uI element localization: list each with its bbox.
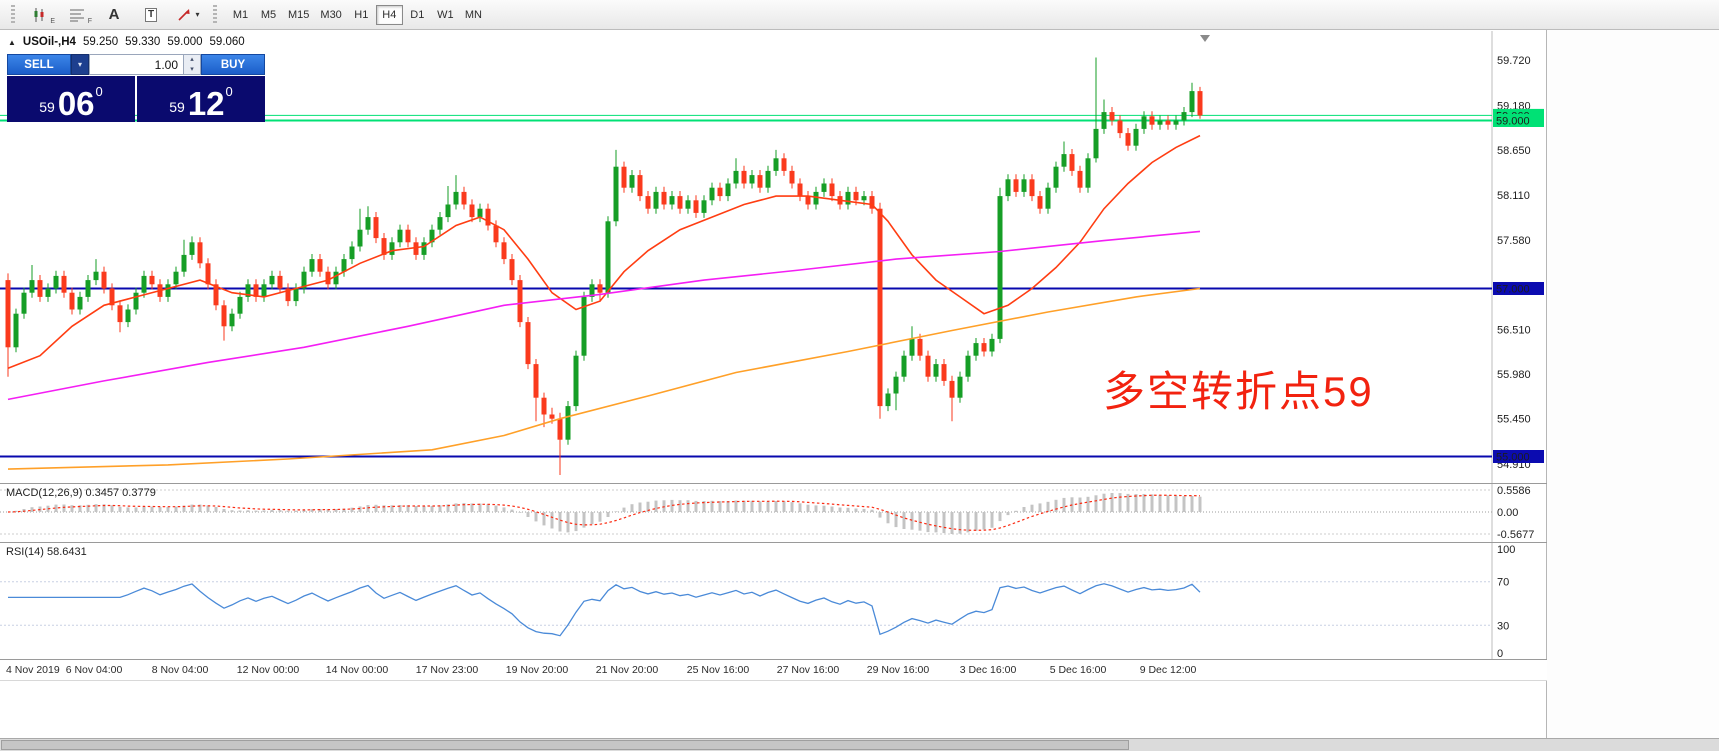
scrollbar-thumb[interactable] bbox=[1, 740, 1129, 750]
rsi-label: RSI(14) 58.6431 bbox=[6, 546, 87, 558]
sell-price-sup: 0 bbox=[95, 84, 103, 99]
one-click-trading-panel: SELL ▾ 1.00 ▴ ▾ BUY 59 06 0 59 12 0 bbox=[7, 54, 265, 122]
svg-text:100: 100 bbox=[1497, 544, 1515, 556]
timeframe-M15[interactable]: M15 bbox=[283, 5, 314, 25]
fibonacci-tool-sub: F bbox=[87, 17, 92, 25]
ohlc-close: 59.060 bbox=[209, 36, 245, 48]
sell-price-display[interactable]: 59 06 0 bbox=[7, 76, 135, 122]
rsi-canvas[interactable]: 100 70 30 0 bbox=[0, 542, 1547, 659]
timeframe-M1[interactable]: M1 bbox=[227, 5, 254, 25]
timeframe-H1[interactable]: H1 bbox=[348, 5, 375, 25]
time-axis-label: 12 Nov 00:00 bbox=[236, 664, 300, 676]
sell-price-big: 06 bbox=[57, 84, 95, 122]
time-axis-label: 27 Nov 16:00 bbox=[776, 664, 840, 676]
ohlc-low: 59.000 bbox=[167, 36, 203, 48]
buy-button[interactable]: BUY bbox=[201, 54, 265, 75]
collapse-icon[interactable]: ▲ bbox=[8, 37, 16, 47]
svg-text:30: 30 bbox=[1497, 620, 1509, 632]
svg-text:0.5586: 0.5586 bbox=[1497, 485, 1531, 497]
timeframe-W1[interactable]: W1 bbox=[432, 5, 459, 25]
ohlc-high: 59.330 bbox=[125, 36, 161, 48]
text-tool-button[interactable]: A bbox=[97, 3, 131, 27]
volume-decrease-button[interactable]: ▾ bbox=[184, 64, 200, 74]
svg-text:55.000: 55.000 bbox=[1496, 452, 1530, 464]
svg-text:55.450: 55.450 bbox=[1497, 414, 1531, 426]
buy-price-head: 59 bbox=[169, 99, 185, 115]
candles-tool-sub: E bbox=[50, 17, 55, 25]
chart-window: 59.720 59.180 58.650 58.110 57.580 56.510 55.9… bbox=[0, 30, 1547, 738]
volume-dropdown-button[interactable]: ▾ bbox=[71, 54, 90, 75]
arrow-tool-caret-icon: ▾ bbox=[195, 10, 200, 19]
time-axis-label: 29 Nov 16:00 bbox=[866, 664, 930, 676]
volume-input[interactable]: 1.00 bbox=[89, 54, 184, 75]
volume-increase-button[interactable]: ▴ bbox=[184, 55, 200, 65]
volume-spinner: ▴ ▾ bbox=[184, 54, 201, 75]
timeframe-H4[interactable]: H4 bbox=[375, 4, 403, 25]
workspace-right-area bbox=[1547, 30, 1719, 738]
text-label-tool-button[interactable]: T bbox=[134, 3, 168, 27]
timeframe-M5[interactable]: M5 bbox=[255, 5, 282, 25]
svg-text:57.000: 57.000 bbox=[1496, 284, 1530, 296]
time-axis-label: 17 Nov 23:00 bbox=[415, 664, 479, 676]
ohlc-open: 59.250 bbox=[82, 36, 119, 48]
candles-tool-button[interactable]: E bbox=[23, 3, 57, 27]
sell-button[interactable]: SELL bbox=[7, 54, 71, 75]
candles-tool-icon bbox=[34, 7, 44, 22]
macd-label: MACD(12,26,9) 0.3457 0.3779 bbox=[6, 487, 156, 499]
svg-text:58.110: 58.110 bbox=[1497, 190, 1530, 202]
arrow-tool-icon bbox=[178, 8, 191, 21]
time-axis-label: 9 Dec 12:00 bbox=[1139, 664, 1197, 676]
timeframe-M30[interactable]: M30 bbox=[315, 5, 346, 25]
time-axis-label: 5 Dec 16:00 bbox=[1049, 664, 1107, 676]
time-axis-label: 8 Nov 04:00 bbox=[151, 664, 209, 676]
svg-text:56.510: 56.510 bbox=[1497, 325, 1531, 337]
sell-price-head: 59 bbox=[39, 99, 55, 115]
time-axis-label: 19 Nov 20:00 bbox=[505, 664, 569, 676]
toolbar-grip[interactable] bbox=[11, 4, 15, 25]
svg-text:0: 0 bbox=[1497, 648, 1503, 659]
buy-price-sup: 0 bbox=[225, 84, 233, 99]
toolbar-grip-2[interactable] bbox=[213, 4, 217, 25]
macd-canvas[interactable]: 0.5586 0.00 -0.5677 bbox=[0, 483, 1547, 542]
symbol-label: USOil-,H4 bbox=[22, 36, 76, 48]
buy-price-big: 12 bbox=[187, 84, 225, 122]
text-tool-icon: A bbox=[108, 6, 120, 23]
time-axis-label: 14 Nov 00:00 bbox=[325, 664, 389, 676]
svg-text:55.980: 55.980 bbox=[1497, 369, 1531, 381]
time-axis-label: 25 Nov 16:00 bbox=[686, 664, 750, 676]
text-label-tool-icon: T bbox=[144, 7, 158, 22]
timeframe-D1[interactable]: D1 bbox=[404, 5, 431, 25]
fibonacci-tool-icon bbox=[70, 9, 84, 21]
time-axis[interactable]: 4 Nov 2019 6 Nov 04:00 8 Nov 04:00 12 Nov 0… bbox=[0, 659, 1547, 681]
svg-text:70: 70 bbox=[1497, 577, 1509, 589]
svg-text:-0.5677: -0.5677 bbox=[1497, 529, 1534, 541]
chart-shift-marker bbox=[1200, 35, 1210, 42]
time-axis-label: 21 Nov 20:00 bbox=[595, 664, 659, 676]
arrow-tool-button[interactable]: ▾ bbox=[171, 3, 205, 27]
time-axis-label: 6 Nov 04:00 bbox=[65, 664, 123, 676]
fibonacci-tool-button[interactable]: F bbox=[60, 3, 94, 27]
timeframe-group: M1 M5 M15 M30 H1 H4 D1 W1 MN bbox=[227, 4, 487, 25]
svg-text:58.650: 58.650 bbox=[1497, 145, 1531, 157]
horizontal-scrollbar[interactable] bbox=[0, 738, 1719, 751]
buy-price-display[interactable]: 59 12 0 bbox=[137, 76, 265, 122]
time-axis-label: 3 Dec 16:00 bbox=[959, 664, 1017, 676]
toolbar: E F A T ▾ M1 M5 M15 M30 H1 H4 D1 W1 MN bbox=[0, 0, 1719, 30]
svg-text:0.00: 0.00 bbox=[1497, 507, 1518, 519]
svg-text:57.580: 57.580 bbox=[1497, 235, 1531, 247]
timeframe-MN[interactable]: MN bbox=[460, 5, 487, 25]
chart-header: ▲ USOil-,H4 59.250 59.330 59.000 59.060 bbox=[8, 36, 245, 48]
svg-text:59.720: 59.720 bbox=[1497, 55, 1531, 67]
time-axis-label: 4 Nov 2019 bbox=[6, 664, 60, 676]
chart-annotation-text: 多空转折点59 bbox=[1103, 368, 1374, 415]
svg-text:59.000: 59.000 bbox=[1496, 116, 1530, 128]
main-chart-canvas[interactable]: 59.72059.18058.65058.11057.58056.51055.9… bbox=[0, 31, 1547, 483]
